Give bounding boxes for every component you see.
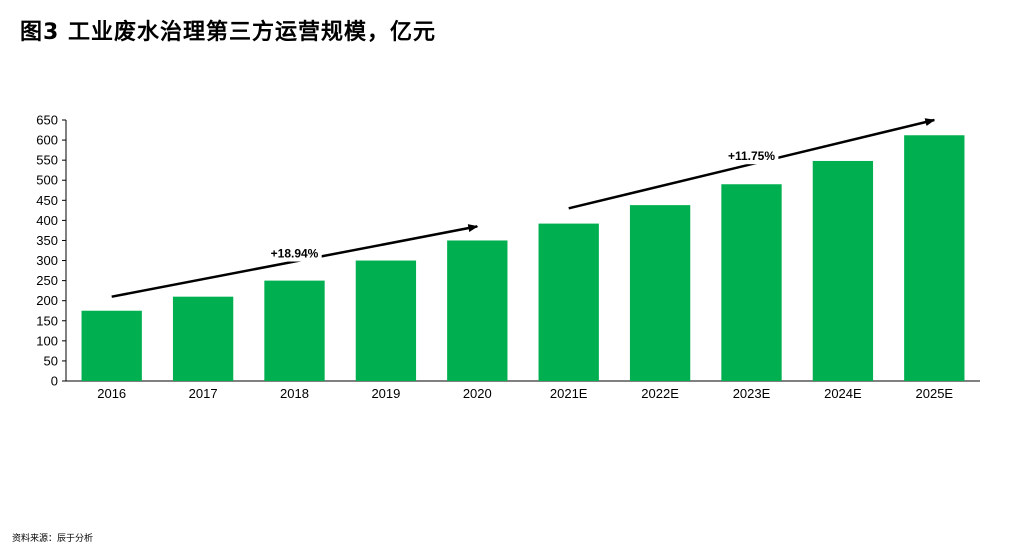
y-tick-label: 450: [36, 193, 58, 208]
x-tick-label: 2024E: [824, 386, 862, 401]
trend-annotations: +18.94% +11.75%: [111, 118, 936, 298]
source-note: 资料来源：辰于分析: [12, 534, 94, 544]
bar: [629, 205, 691, 381]
x-tick-label: 2020: [463, 386, 492, 401]
growth-rate-label: +18.94%: [271, 247, 319, 261]
x-tick-label: 2018: [280, 386, 309, 401]
x-tick-label: 2017: [189, 386, 218, 401]
growth-rate-label-bg: [724, 148, 779, 165]
bar: [812, 160, 874, 381]
bar: [721, 184, 782, 381]
bar: [447, 240, 508, 381]
x-tick-label: 2019: [371, 386, 400, 401]
growth-rate-label: +11.75%: [728, 149, 775, 163]
y-tick-label: 400: [36, 213, 58, 228]
x-tick-label: 2016: [97, 386, 126, 401]
x-tick-label: 2023E: [733, 386, 771, 401]
y-tick-label: 100: [36, 333, 58, 348]
bars: [81, 135, 965, 381]
x-axis: 2016 2017 2018 2019 2020 2021E 2022E 2023E 2024E…: [66, 380, 980, 401]
bar: [81, 310, 142, 381]
y-tick-label: 500: [36, 173, 58, 188]
y-tick-label: 600: [36, 133, 58, 148]
x-tick-label: 2022E: [641, 386, 679, 401]
y-tick-label: 300: [36, 253, 58, 268]
growth-rate-label-bg: [267, 245, 322, 262]
y-tick-label: 350: [36, 233, 58, 248]
x-tick-label: 2021E: [550, 386, 588, 401]
y-tick-label: 200: [36, 293, 58, 308]
y-axis: 0 50 100 150 200 250 300 350 400 450 500 550 600 650: [36, 113, 67, 389]
bar: [904, 135, 965, 381]
chart-title: 图3 工业废水治理第三方运营规模，亿元: [20, 20, 436, 45]
y-tick-label: 150: [36, 313, 58, 328]
bar: [264, 280, 325, 381]
y-tick-label: 0: [51, 374, 58, 389]
y-tick-label: 50: [44, 353, 58, 368]
y-tick-label: 650: [36, 113, 58, 128]
bar: [355, 260, 417, 381]
y-tick-label: 250: [36, 273, 58, 288]
x-tick-label: 2025E: [916, 386, 954, 401]
bar: [172, 296, 234, 381]
bar: [538, 223, 599, 381]
y-tick-label: 550: [36, 153, 58, 168]
